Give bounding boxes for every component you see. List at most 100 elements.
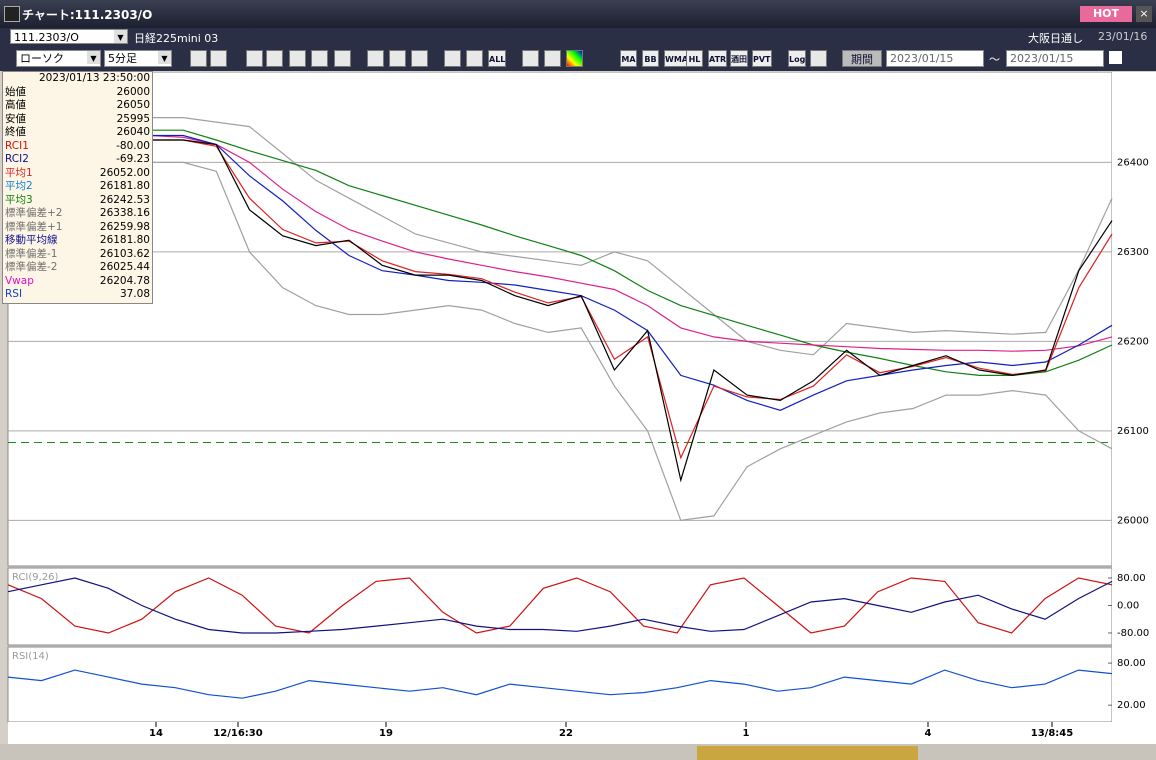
tool-icon[interactable] bbox=[566, 50, 583, 67]
tool-icon[interactable] bbox=[544, 50, 561, 67]
dropdown-arrow[interactable]: ▼ bbox=[114, 30, 127, 43]
interval: 5分足 bbox=[108, 52, 137, 65]
info-label: RSI bbox=[5, 288, 23, 300]
info-row: RCI2 -69.23 bbox=[3, 153, 152, 167]
tool-icon[interactable] bbox=[411, 50, 428, 67]
text-button[interactable]: Log bbox=[788, 50, 807, 67]
series-line bbox=[150, 161, 1113, 522]
text-button[interactable]: ALL bbox=[488, 50, 507, 67]
date-to-text: 2023/01/15 bbox=[1010, 52, 1074, 65]
text-button[interactable]: BB bbox=[642, 50, 659, 67]
tool-icon[interactable] bbox=[810, 50, 827, 67]
tool-icon[interactable] bbox=[289, 50, 306, 67]
info-label: 移動平均線 bbox=[5, 234, 58, 246]
series-line bbox=[150, 134, 1113, 411]
info-label: 安値 bbox=[5, 112, 26, 125]
info-label: 標準偏差-2 bbox=[5, 261, 58, 273]
tool-icon[interactable] bbox=[190, 50, 207, 67]
tool-icon[interactable] bbox=[389, 50, 406, 67]
tool-icon[interactable] bbox=[266, 50, 283, 67]
x-axis-area bbox=[8, 722, 1156, 744]
price-panel bbox=[7, 72, 1113, 567]
text-button[interactable]: HL bbox=[686, 50, 703, 67]
y-tick-label: 0.00 bbox=[1117, 600, 1139, 611]
info-value: 26050 bbox=[116, 99, 150, 111]
text-button[interactable]: MA bbox=[620, 50, 637, 67]
panel-title: RSI(14) bbox=[12, 651, 49, 662]
text-button[interactable]: WMA bbox=[664, 50, 689, 67]
tool-icon[interactable] bbox=[246, 50, 263, 67]
window-title: チャート:111.2303/O bbox=[22, 8, 153, 22]
checkbox[interactable] bbox=[1109, 51, 1122, 64]
text-button[interactable]: PVT bbox=[752, 50, 772, 67]
x-tick-label: 12/16:30 bbox=[213, 728, 262, 739]
info-label: 始値 bbox=[5, 85, 26, 98]
tool-icon[interactable] bbox=[334, 50, 351, 67]
y-tick-label: 26100 bbox=[1117, 426, 1149, 437]
symbol-name: 日経225mini 03 bbox=[134, 32, 219, 45]
series-line bbox=[7, 577, 1113, 634]
scrollbar[interactable] bbox=[0, 744, 1156, 760]
app-icon bbox=[4, 6, 20, 22]
y-tick-label: 26000 bbox=[1117, 515, 1149, 526]
series-line bbox=[150, 139, 1113, 483]
tool-icon[interactable] bbox=[311, 50, 328, 67]
dropdown-arrow[interactable]: ▼ bbox=[87, 51, 100, 64]
info-row: 終値 26040 bbox=[3, 126, 152, 140]
info-value: -69.23 bbox=[116, 153, 150, 165]
info-label: Vwap bbox=[5, 274, 34, 287]
chart-type-select[interactable]: ローソク ▼ bbox=[16, 50, 101, 67]
close-button[interactable]: × bbox=[1136, 6, 1152, 22]
tool-icon[interactable] bbox=[444, 50, 461, 67]
title-bar: チャート:111.2303/O HOT × bbox=[0, 0, 1156, 28]
date-to[interactable]: 2023/01/15 bbox=[1006, 50, 1104, 67]
symbol: 111.2303/O bbox=[14, 31, 79, 44]
info-value: 26259.98 bbox=[99, 220, 150, 233]
info-panel: 2023/01/13 23:50:00 始値 26000 高値 26050 安値 2599… bbox=[2, 71, 153, 304]
market: 大阪日通し bbox=[1028, 32, 1083, 45]
series-line bbox=[7, 669, 1113, 699]
chart-type: ローソク bbox=[20, 52, 64, 65]
info-value: 25995 bbox=[116, 112, 150, 125]
scroll-thumb[interactable] bbox=[697, 746, 918, 760]
info-datetime: 2023/01/13 23:50:00 bbox=[38, 72, 150, 84]
rci-panel bbox=[7, 567, 1113, 646]
tool-icon[interactable] bbox=[367, 50, 384, 67]
info-value: 26181.80 bbox=[99, 234, 150, 246]
y-tick-label: 80.00 bbox=[1117, 573, 1146, 584]
info-row: 標準偏差+2 26338.16 bbox=[3, 207, 152, 221]
series-line bbox=[7, 577, 1113, 634]
date-from[interactable]: 2023/01/15 bbox=[886, 50, 984, 67]
info-row: 平均2 26181.80 bbox=[3, 180, 152, 194]
info-value: 26103.62 bbox=[99, 247, 150, 260]
hot-button[interactable]: HOT bbox=[1080, 6, 1132, 22]
info-value: 26181.80 bbox=[99, 180, 150, 192]
tool-icon[interactable] bbox=[210, 50, 227, 67]
tilde: ～ bbox=[989, 53, 1000, 66]
period-button[interactable]: 期間 bbox=[842, 50, 882, 67]
info-label: 平均3 bbox=[5, 193, 33, 206]
text-button[interactable]: 酒田 bbox=[730, 50, 748, 67]
x-tick-label: 14 bbox=[149, 728, 163, 739]
dropdown-arrow[interactable]: ▼ bbox=[158, 51, 171, 64]
date: 23/01/16 bbox=[1098, 30, 1148, 43]
text-button[interactable]: ATR bbox=[708, 50, 728, 67]
info-label: 標準偏差-1 bbox=[5, 247, 58, 260]
info-value: 26242.53 bbox=[99, 193, 150, 206]
series-line bbox=[150, 116, 1113, 356]
info-value: 26204.78 bbox=[99, 274, 150, 287]
info-value: 26338.16 bbox=[99, 207, 150, 219]
info-label: 平均1 bbox=[5, 166, 33, 179]
info-row: Vwap 26204.78 bbox=[3, 275, 152, 289]
info-value: 37.08 bbox=[119, 288, 150, 300]
symbol-input[interactable]: 111.2303/O ▼ bbox=[10, 29, 128, 44]
tool-icon[interactable] bbox=[522, 50, 539, 67]
info-value: 26040 bbox=[116, 126, 150, 138]
info-label: 標準偏差+2 bbox=[5, 207, 63, 219]
info-row: 始値 26000 bbox=[3, 86, 152, 100]
tool-icon[interactable] bbox=[466, 50, 483, 67]
info-row: 標準偏差-1 26103.62 bbox=[3, 248, 152, 262]
interval-select[interactable]: 5分足 ▼ bbox=[104, 50, 172, 67]
x-tick-label: 19 bbox=[379, 728, 393, 739]
info-row: RCI1 -80.00 bbox=[3, 140, 152, 154]
